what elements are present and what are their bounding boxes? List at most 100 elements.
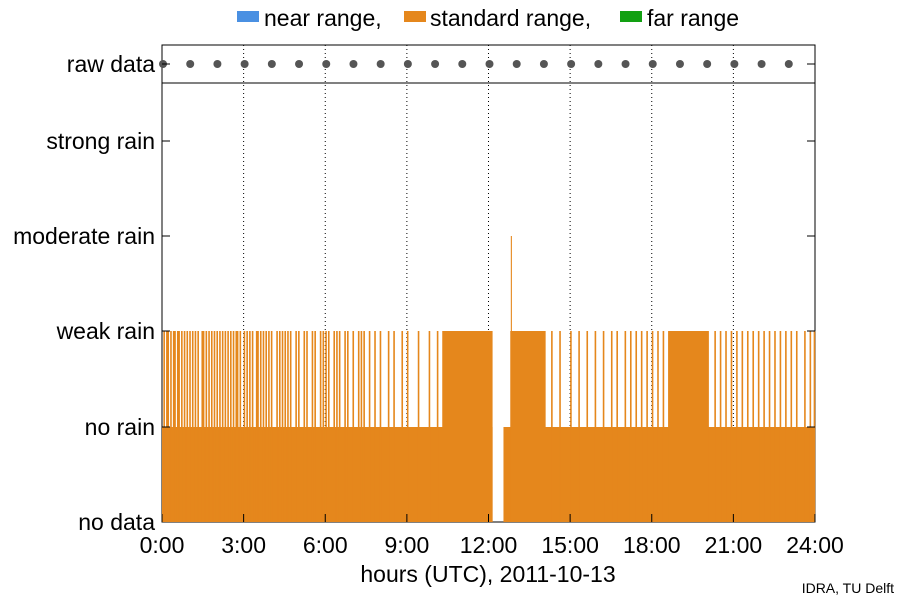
legend-label-standard: standard range,	[430, 5, 591, 31]
y-tick-label: no rain	[85, 414, 155, 440]
raw-data-dot	[567, 60, 576, 68]
raw-data-dot	[267, 60, 276, 68]
data-bar-spike	[289, 331, 292, 522]
data-bar-spike	[246, 331, 248, 522]
data-bar-spike	[278, 331, 281, 522]
data-bars	[162, 236, 816, 522]
data-bar-spike	[741, 331, 744, 522]
data-bar-spike	[194, 331, 197, 522]
data-bar-spike	[379, 331, 382, 522]
data-bar-spike	[551, 331, 553, 522]
data-bar-spike	[725, 331, 727, 522]
data-bar	[442, 331, 493, 522]
data-bar-spike	[322, 331, 325, 522]
data-bar-spike	[227, 331, 229, 522]
y-tick-label: raw data	[67, 51, 155, 77]
raw-data-dot	[757, 60, 766, 68]
raw-data-dot	[458, 60, 467, 68]
data-bar-spike	[347, 331, 349, 522]
data-bar-spike	[262, 331, 265, 522]
data-bar-spike	[178, 331, 180, 522]
data-bar-spike	[657, 331, 659, 522]
data-bar-spike	[311, 331, 314, 522]
legend-swatch-near	[237, 11, 259, 22]
y-tick-label: no data	[78, 509, 155, 535]
data-bar-spike	[325, 331, 327, 522]
data-bar-spike	[319, 331, 322, 522]
data-bar-spike	[298, 331, 300, 522]
data-bar-spike	[314, 331, 316, 522]
data-bar-spike	[201, 331, 204, 522]
data-bar-spike	[243, 331, 246, 522]
data-bar	[668, 331, 709, 522]
data-bar	[510, 236, 512, 522]
data-bar-spike	[629, 331, 632, 522]
data-bar-spike	[176, 331, 179, 522]
data-bar-spike	[363, 331, 365, 522]
data-bar-spike	[257, 331, 259, 522]
data-bar-spike	[306, 331, 308, 522]
data-bar-spike	[436, 331, 439, 522]
raw-data-dot	[648, 60, 657, 68]
data-bar-spike	[640, 331, 643, 522]
data-bar-spike	[757, 331, 760, 522]
data-bar-spike	[804, 331, 806, 522]
data-bar-spike	[295, 331, 297, 522]
data-bar-spike	[181, 331, 183, 522]
data-bar-spike	[230, 331, 232, 522]
raw-data-dot	[240, 60, 249, 68]
data-bar-spike	[387, 331, 390, 522]
data-bar-spike	[344, 331, 346, 522]
data-bar-spike	[303, 331, 306, 522]
raw-data-dot	[431, 60, 440, 68]
data-bar-spike	[249, 331, 251, 522]
data-bar-spike	[736, 331, 738, 522]
data-bar-spike	[352, 331, 355, 522]
x-tick-label: 6:00	[303, 532, 348, 558]
data-bar-spike	[768, 331, 771, 522]
legend-swatch-standard	[404, 11, 426, 22]
data-bar-spike	[570, 331, 572, 522]
legend-label-far: far range	[647, 5, 739, 31]
raw-data-dot	[675, 60, 684, 68]
y-axis: no data no rain weak rain moderate rain stro…	[13, 51, 815, 535]
raw-data-dot	[539, 60, 548, 68]
data-bar-spike	[221, 331, 224, 522]
y-tick-label: strong rain	[46, 128, 155, 154]
x-tick-label: 3:00	[221, 532, 266, 558]
data-bar-spike	[586, 331, 589, 522]
data-bar-spike	[559, 331, 561, 522]
data-bar-spike	[602, 331, 605, 522]
data-bar-spike	[172, 331, 175, 522]
data-bar-spike	[357, 331, 360, 522]
data-bar-spike	[616, 331, 618, 522]
data-bar-spike	[255, 331, 258, 522]
data-bar-spike	[205, 331, 208, 522]
data-bar-spike	[774, 331, 776, 522]
data-bar-spike	[393, 331, 395, 522]
data-bar-spike	[662, 331, 665, 522]
data-bar-spike	[714, 331, 716, 522]
x-tick-label: 0:00	[140, 532, 185, 558]
data-bar-spike	[333, 331, 336, 522]
data-bar-spike	[338, 331, 341, 522]
data-bar-spike	[336, 331, 338, 522]
data-bar-spike	[213, 331, 216, 522]
data-bar-spike	[763, 331, 765, 522]
data-bar	[503, 427, 815, 522]
data-bar-spike	[790, 331, 793, 522]
raw-data-dot	[213, 60, 222, 68]
data-bar-spike	[635, 331, 638, 522]
data-bar-spike	[281, 331, 284, 522]
y-tick-label: weak rain	[56, 318, 155, 344]
data-bar-spike	[236, 331, 239, 522]
data-bar-spike	[610, 331, 613, 522]
data-bar-spike	[170, 331, 172, 522]
raw-data-dot	[186, 60, 195, 68]
data-bar-spike	[186, 331, 189, 522]
data-bar-spike	[202, 331, 205, 522]
y-tick-label: moderate rain	[13, 223, 155, 249]
raw-data-dot	[295, 60, 304, 68]
raw-data-dot	[349, 60, 358, 68]
